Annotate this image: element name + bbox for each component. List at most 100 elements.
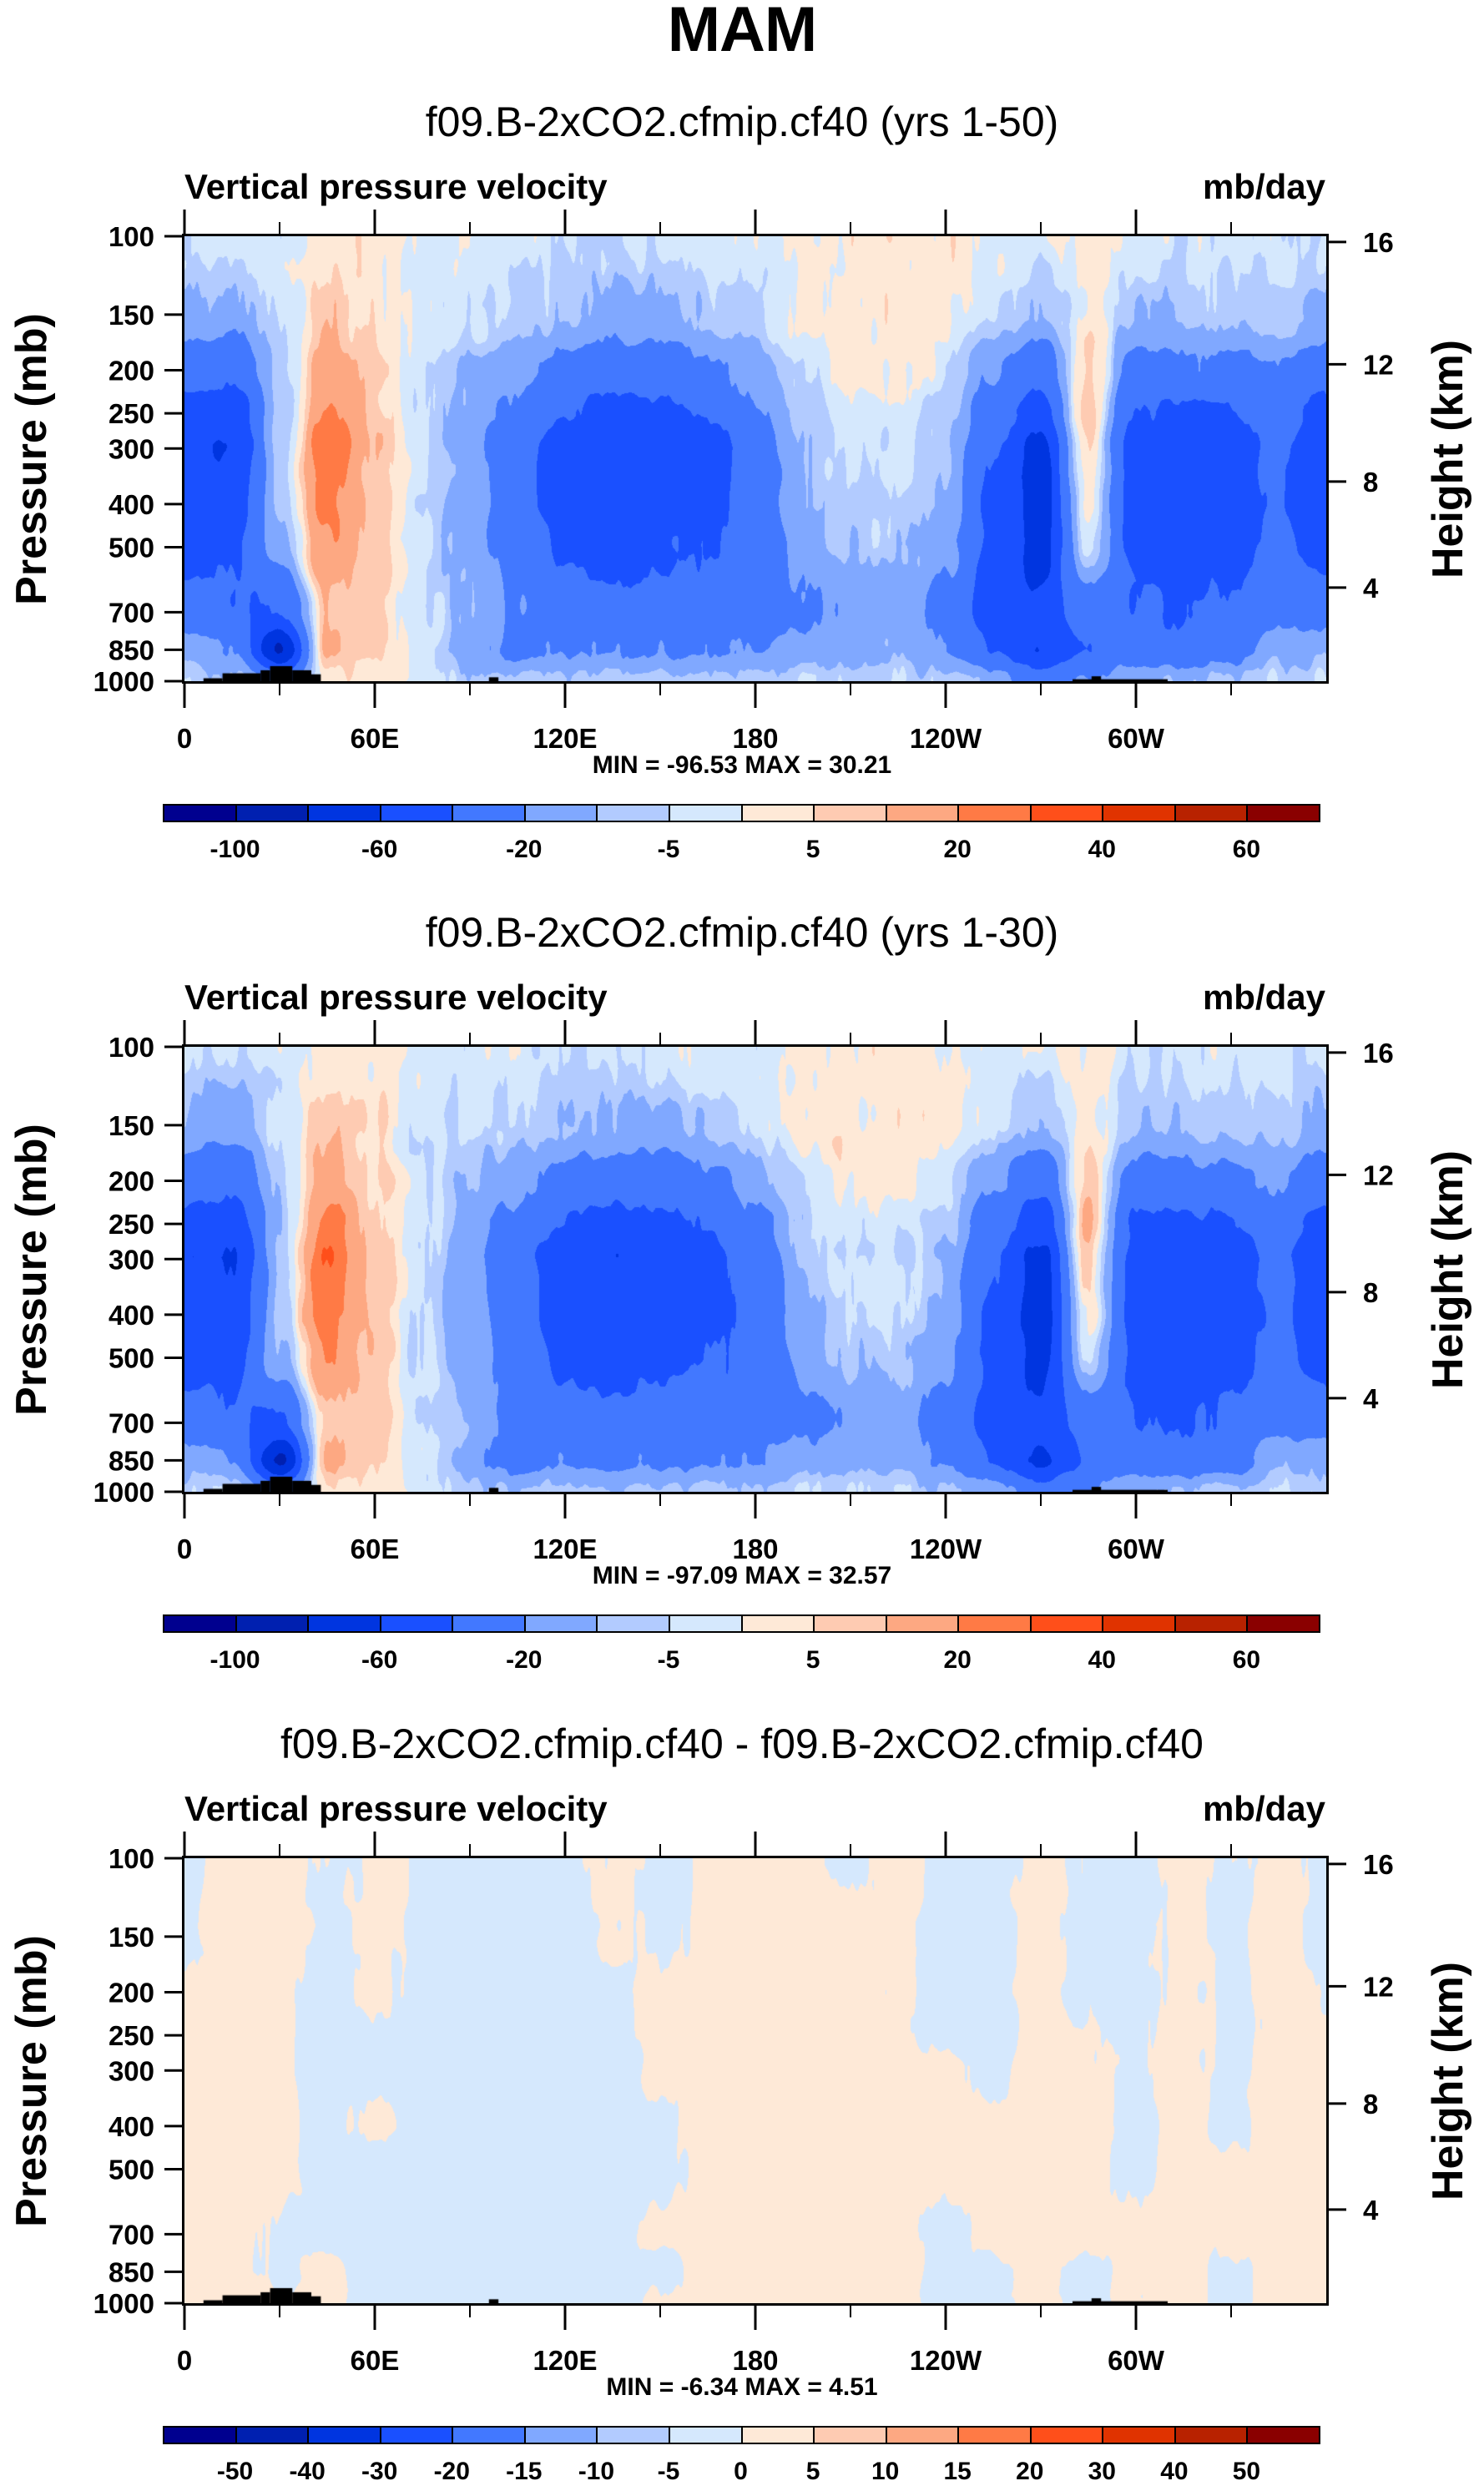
lon-tick-label: 0 [177, 723, 192, 754]
height-tick-label: 12 [1363, 1971, 1394, 2002]
lon-tick-label: 180 [732, 1534, 778, 1564]
colorbar-box [1246, 2426, 1320, 2444]
height-tick-label: 16 [1363, 1849, 1394, 1880]
pressure-tick-label: 300 [109, 433, 154, 464]
contour-field [184, 1047, 1326, 1492]
height-tick-label: 4 [1363, 1383, 1379, 1414]
colorbar-label: -50 [216, 2458, 254, 2485]
height-tick-label: 8 [1363, 467, 1378, 498]
lon-tick-label: 60E [351, 1534, 400, 1564]
colorbar-box [740, 2426, 815, 2444]
pressure-tick-label: 250 [109, 2020, 154, 2051]
colorbar: -50 -40 -30 -20 -15 -10 -5 0 5 10 15 20 30 40 50 [163, 2426, 1320, 2485]
lon-tick-label: 0 [177, 1534, 192, 1564]
pressure-tick-label: 850 [109, 1445, 154, 1476]
min-max-label: MIN = -96.53 MAX = 30.21 [592, 751, 892, 779]
units-label: mb/day [1202, 1789, 1325, 1828]
pressure-tick-label: 1000 [93, 666, 154, 697]
colorbar-label: -100 [209, 836, 260, 863]
colorbar-label: -5 [657, 1646, 680, 1674]
pressure-tick-label: 300 [109, 1244, 154, 1275]
pressure-tick-label: 500 [109, 1343, 154, 1374]
lon-tick-label: 60E [351, 2345, 400, 2376]
colorbar-box [163, 2426, 237, 2444]
pressure-tick-label: 300 [109, 2055, 154, 2086]
colorbar: -100 -60 -20 -5 5 20 40 60 [163, 1614, 1320, 1674]
colorbar-box [452, 2426, 526, 2444]
pressure-tick-label: 100 [109, 1843, 154, 1874]
colorbar-label: 40 [1088, 1646, 1116, 1674]
lon-tick-label: 180 [732, 723, 778, 754]
min-max-label: MIN = -6.34 MAX = 4.51 [606, 2373, 878, 2401]
panel-title: f09.B-2xCO2.cfmip.cf40 (yrs 1-50) [425, 99, 1059, 145]
colorbar-label: -10 [578, 2458, 615, 2485]
colorbar-box [813, 2426, 887, 2444]
colorbar-label: -30 [361, 2458, 398, 2485]
contour-field [184, 236, 1326, 681]
colorbar-label: -40 [289, 2458, 326, 2485]
height-tick-label: 16 [1363, 1038, 1394, 1069]
height-tick-label: 8 [1363, 2089, 1378, 2120]
pressure-tick-label: 400 [109, 2111, 154, 2142]
variable-label: Vertical pressure velocity [184, 978, 608, 1017]
colorbar-label: 5 [805, 2458, 820, 2485]
colorbar-label: 20 [943, 836, 972, 863]
colorbar-box [1174, 2426, 1249, 2444]
pressure-tick-label: 700 [109, 1407, 154, 1438]
contour-field [184, 1858, 1326, 2303]
colorbar-label: 20 [943, 1646, 972, 1674]
figure-title: MAM [667, 0, 818, 65]
colorbar-label: -5 [657, 2458, 680, 2485]
colorbar-label: -60 [361, 1646, 398, 1674]
lon-tick-label: 120W [910, 2345, 982, 2376]
min-max-label: MIN = -97.09 MAX = 32.57 [592, 1562, 892, 1589]
plot-area [182, 234, 1329, 684]
pressure-tick-label: 850 [109, 2256, 154, 2287]
colorbar-box [379, 2426, 454, 2444]
variable-label: Vertical pressure velocity [184, 167, 608, 206]
colorbar-label: 20 [1016, 2458, 1044, 2485]
colorbar-box [523, 2426, 598, 2444]
colorbar-label: 10 [871, 2458, 900, 2485]
pressure-tick-label: 250 [109, 1209, 154, 1240]
height-tick-label: 16 [1363, 227, 1394, 258]
height-tick-label: 12 [1363, 349, 1394, 380]
panel-title: f09.B-2xCO2.cfmip.cf40 - f09.B-2xCO2.cfm… [280, 1720, 1204, 1767]
pressure-tick-label: 150 [109, 300, 154, 331]
colorbar-label: -20 [433, 2458, 470, 2485]
height-tick-label: 4 [1363, 573, 1379, 604]
colorbar-label: -20 [506, 1646, 543, 1674]
colorbar-box [1246, 1614, 1320, 1633]
pressure-tick-label: 200 [109, 1165, 154, 1196]
colorbar-box [596, 2426, 670, 2444]
pressure-tick-label: 1000 [93, 2288, 154, 2319]
lon-tick-label: 180 [732, 2345, 778, 2376]
colorbar-box [885, 2426, 960, 2444]
colorbar-label: 60 [1232, 1646, 1261, 1674]
colorbar: -100 -60 -20 -5 5 20 40 60 [163, 804, 1320, 863]
colorbar-label: -20 [506, 836, 543, 863]
colorbar-label: 5 [805, 836, 820, 863]
colorbar-label: 0 [734, 2458, 748, 2485]
units-label: mb/day [1202, 978, 1325, 1017]
colorbar-label: 5 [805, 1646, 820, 1674]
colorbar-box [957, 2426, 1032, 2444]
pressure-tick-label: 100 [109, 1032, 154, 1063]
pressure-tick-label: 100 [109, 221, 154, 252]
panel-title: f09.B-2xCO2.cfmip.cf40 (yrs 1-30) [425, 909, 1059, 956]
chart-panel-1: f09.B-2xCO2.cfmip.cf40 (yrs 1-50) Vertic… [0, 0, 1484, 863]
units-label: mb/day [1202, 167, 1325, 206]
lon-tick-label: 60E [351, 723, 400, 754]
pressure-tick-label: 500 [109, 533, 154, 563]
lon-tick-label: 60W [1108, 1534, 1165, 1564]
height-tick-label: 8 [1363, 1277, 1378, 1308]
pressure-tick-label: 200 [109, 355, 154, 386]
lon-tick-label: 120E [533, 723, 597, 754]
height-tick-label: 4 [1363, 2195, 1379, 2226]
colorbar-label: -100 [209, 1646, 260, 1674]
colorbar-box [307, 2426, 381, 2444]
pressure-tick-label: 500 [109, 2155, 154, 2185]
lon-tick-label: 0 [177, 2345, 192, 2376]
